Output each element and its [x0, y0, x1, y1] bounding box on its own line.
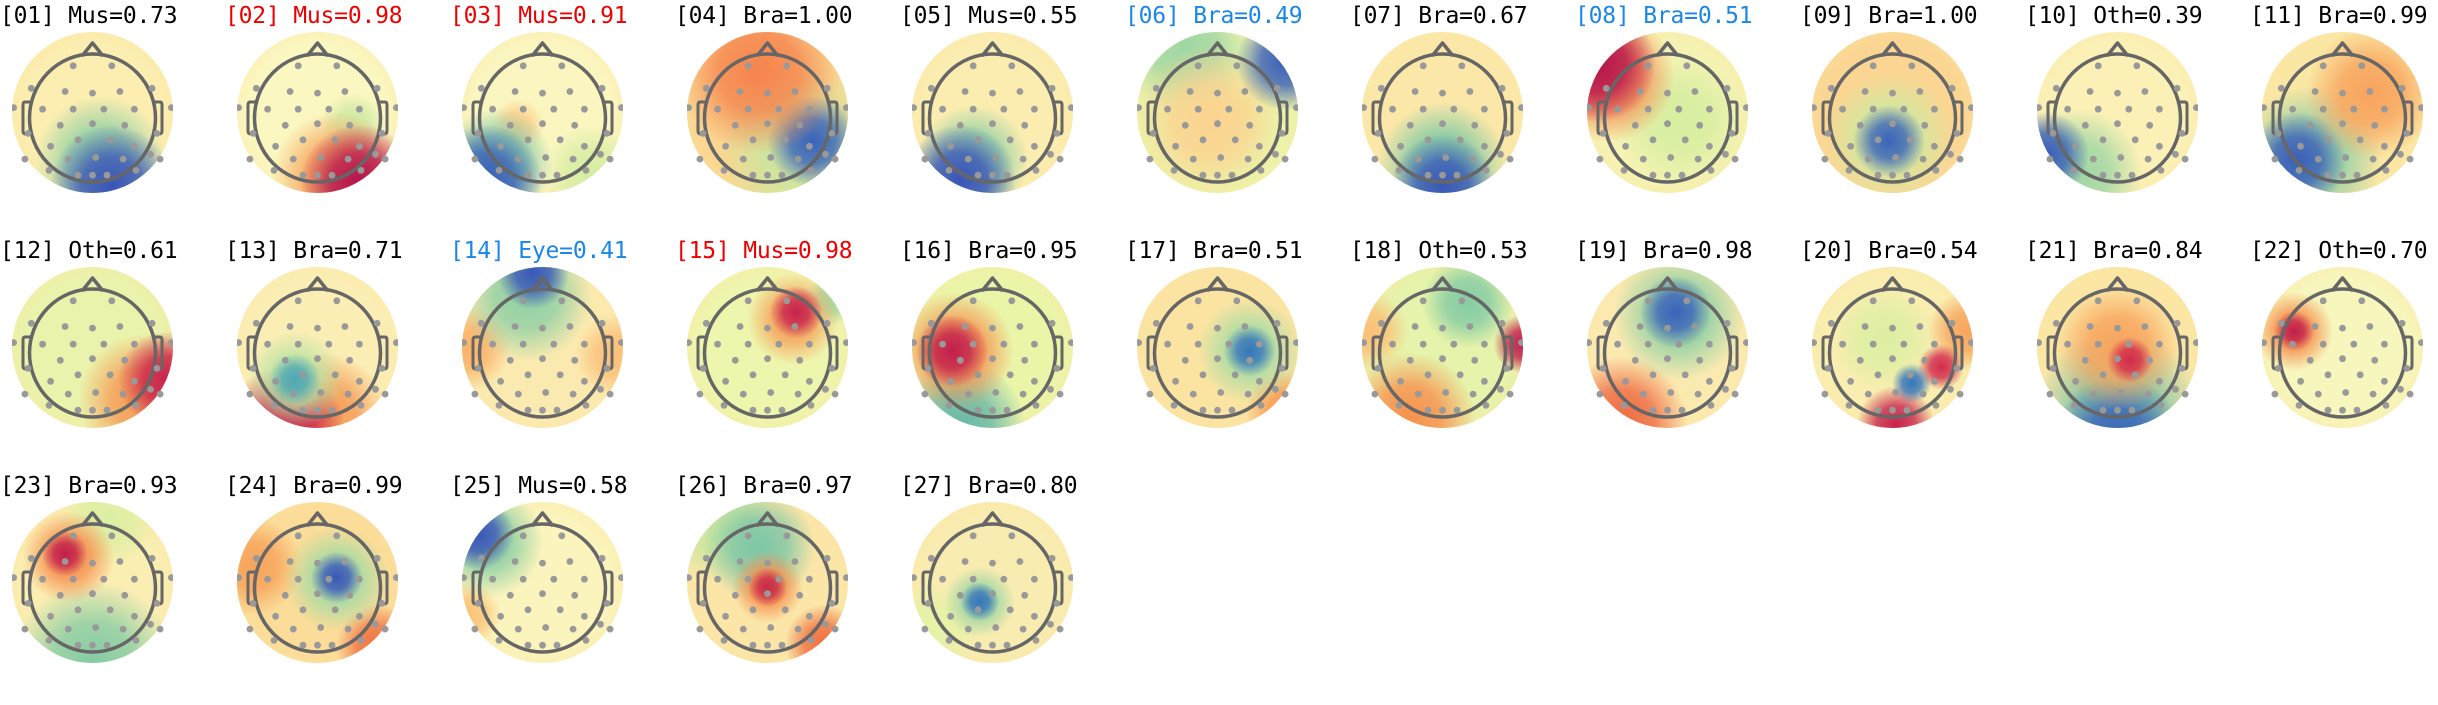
component-label: [18] Oth=0.53: [1350, 238, 1528, 264]
component-cell: [07] Bra=0.67: [1350, 0, 1575, 235]
topomap: [237, 267, 398, 428]
topomap: [12, 32, 173, 193]
topomap: [12, 502, 173, 663]
topomap: [687, 32, 848, 193]
topomap: [2262, 32, 2423, 193]
topomap: [237, 32, 398, 193]
topomap: [1137, 32, 1298, 193]
topomap: [1362, 32, 1523, 193]
activation-blob: [1362, 353, 1475, 428]
component-cell: [27] Bra=0.80: [900, 470, 1125, 705]
topomap: [12, 267, 173, 428]
component-cell: [14] Eye=0.41: [450, 235, 675, 470]
component-cell: [01] Mus=0.73: [0, 0, 225, 235]
topomap: [912, 32, 1073, 193]
topomap: [1812, 32, 1973, 193]
component-cell: [23] Bra=0.93: [0, 470, 225, 705]
component-label: [26] Bra=0.97: [675, 473, 853, 499]
component-label: [11] Bra=0.99: [2250, 3, 2428, 29]
component-cell: [13] Bra=0.71: [225, 235, 450, 470]
component-cell: [10] Oth=0.39: [2025, 0, 2250, 235]
component-label: [09] Bra=1.00: [1800, 3, 1978, 29]
component-label: [08] Bra=0.51: [1575, 3, 1753, 29]
topomap: [2262, 267, 2423, 428]
topomap: [1137, 267, 1298, 428]
activation-blob: [916, 315, 988, 387]
topomap: [687, 502, 848, 663]
activation-blob: [42, 530, 88, 577]
topomap: [912, 502, 1073, 663]
component-cell: [08] Bra=0.51: [1575, 0, 1800, 235]
component-cell: [05] Mus=0.55: [900, 0, 1125, 235]
component-label: [06] Bra=0.49: [1125, 3, 1303, 29]
topomap: [2037, 267, 2198, 428]
component-cell: [02] Mus=0.98: [225, 0, 450, 235]
component-label: [25] Mus=0.58: [450, 473, 628, 499]
topomap: [1587, 32, 1748, 193]
component-cell: [20] Bra=0.54: [1800, 235, 2025, 470]
component-label: [15] Mus=0.98: [675, 238, 853, 264]
component-cell: [19] Bra=0.98: [1575, 235, 1800, 470]
component-cell: [17] Bra=0.51: [1125, 235, 1350, 470]
component-label: [12] Oth=0.61: [0, 238, 178, 264]
component-cell: [24] Bra=0.99: [225, 470, 450, 705]
topomap: [462, 502, 623, 663]
component-label: [20] Bra=0.54: [1800, 238, 1978, 264]
component-label: [17] Bra=0.51: [1125, 238, 1303, 264]
activation-blob: [1853, 106, 1925, 177]
activation-blob: [770, 286, 823, 338]
component-label: [21] Bra=0.84: [2025, 238, 2203, 264]
topomap: [237, 502, 398, 663]
component-cell: [06] Bra=0.49: [1125, 0, 1350, 235]
activation-blob: [269, 353, 321, 406]
component-cell: [04] Bra=1.00: [675, 0, 900, 235]
component-cell: [18] Oth=0.53: [1350, 235, 1575, 470]
component-label: [03] Mus=0.91: [450, 3, 628, 29]
component-label: [13] Bra=0.71: [225, 238, 403, 264]
component-cell: [16] Bra=0.95: [900, 235, 1125, 470]
component-cell: [21] Bra=0.84: [2025, 235, 2250, 470]
topomap: [1587, 267, 1748, 428]
topomap: [2037, 32, 2198, 193]
activation-blob: [311, 551, 363, 604]
component-label: [24] Bra=0.99: [225, 473, 403, 499]
component-label: [22] Oth=0.70: [2250, 238, 2428, 264]
component-cell: [11] Bra=0.99: [2250, 0, 2438, 235]
topomap: [912, 267, 1073, 428]
component-label: [19] Bra=0.98: [1575, 238, 1753, 264]
component-cell: [25] Mus=0.58: [450, 470, 675, 705]
activation-blob: [1640, 276, 1711, 348]
activation-blob: [1892, 363, 1932, 403]
component-cell: [12] Oth=0.61: [0, 235, 225, 470]
topomap: [462, 267, 623, 428]
component-label: [02] Mus=0.98: [225, 3, 403, 29]
activation-blob: [2107, 337, 2153, 383]
activation-blob: [785, 605, 848, 663]
component-label: [04] Bra=1.00: [675, 3, 853, 29]
component-label: [23] Bra=0.93: [0, 473, 178, 499]
component-label: [07] Bra=0.67: [1350, 3, 1528, 29]
topomap: [687, 267, 848, 428]
component-label: [10] Oth=0.39: [2025, 3, 2203, 29]
component-cell: [22] Oth=0.70: [2250, 235, 2438, 470]
topomap: [1362, 267, 1523, 428]
component-label: [27] Bra=0.80: [900, 473, 1078, 499]
activation-blob: [748, 568, 787, 607]
component-cell: [09] Bra=1.00: [1800, 0, 2025, 235]
component-cell: [26] Bra=0.97: [675, 470, 900, 705]
activation-blob: [2274, 312, 2314, 351]
topomap: [1812, 267, 1973, 428]
activation-blob: [542, 125, 623, 193]
component-cell: [03] Mus=0.91: [450, 0, 675, 235]
component-label: [01] Mus=0.73: [0, 3, 178, 29]
component-label: [16] Bra=0.95: [900, 238, 1078, 264]
activation-blob: [1223, 324, 1276, 377]
component-label: [14] Eye=0.41: [450, 238, 628, 264]
activation-blob: [960, 582, 999, 622]
component-label: [05] Mus=0.55: [900, 3, 1078, 29]
topomap: [462, 32, 623, 193]
component-cell: [15] Mus=0.98: [675, 235, 900, 470]
